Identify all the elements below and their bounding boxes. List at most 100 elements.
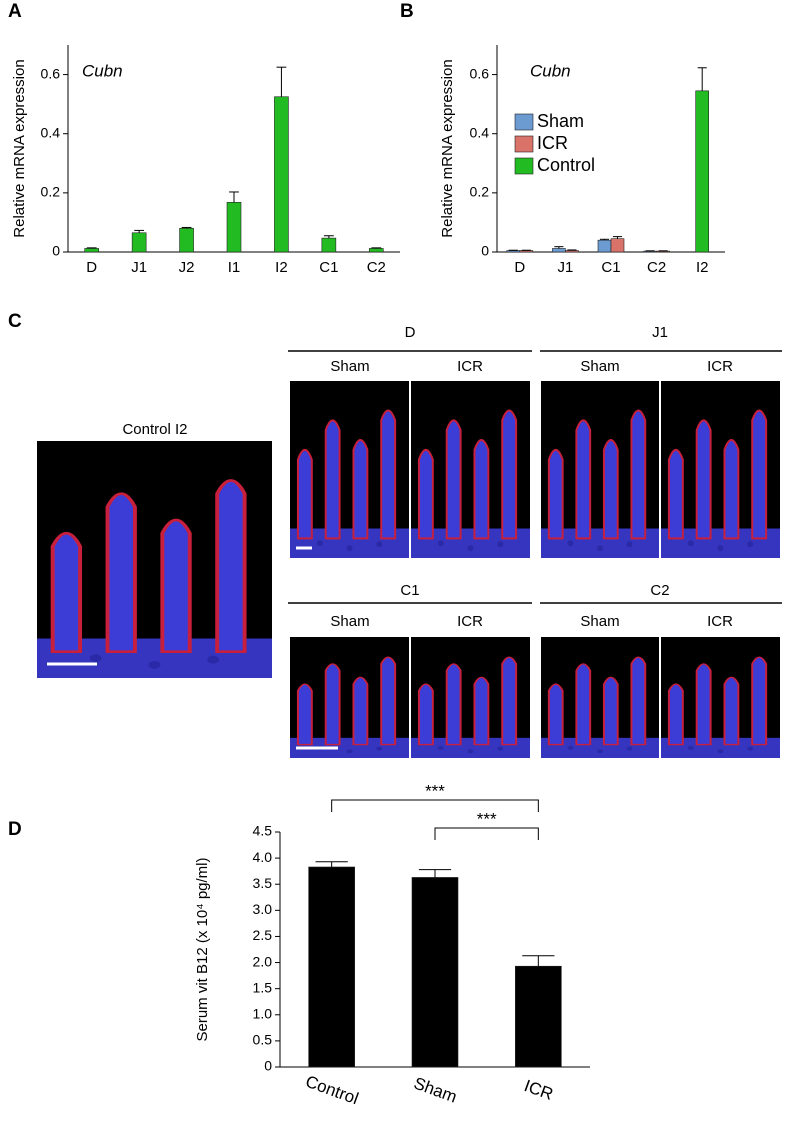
y-tick-label: 4.5 [253, 823, 273, 839]
y-tick-label: 0.6 [41, 65, 61, 81]
y-tick-label: 3.0 [253, 901, 273, 917]
annotation: Cubn [530, 61, 571, 80]
legend-label: Control [537, 155, 595, 175]
x-tick-label: D [86, 259, 97, 276]
micrograph [37, 441, 272, 678]
bar [85, 248, 99, 252]
column-label: Sham [330, 613, 369, 630]
bar [369, 248, 383, 252]
x-tick-label: I1 [228, 259, 241, 276]
y-tick-label: 1.0 [253, 1005, 273, 1021]
bar [412, 877, 458, 1067]
y-tick-label: 0 [264, 1058, 272, 1074]
y-tick-label: 4.0 [253, 849, 273, 865]
bar [180, 228, 194, 252]
bar [515, 966, 561, 1067]
bar [322, 238, 336, 252]
y-tick-label: 0.5 [253, 1032, 273, 1048]
x-tick-label: I2 [275, 259, 288, 276]
legend-label: Sham [537, 111, 584, 131]
x-tick-label: Control [303, 1072, 361, 1109]
error-bar [277, 67, 287, 97]
column-label: ICR [457, 358, 483, 375]
micrograph [661, 381, 780, 558]
legend-swatch [515, 136, 533, 152]
error-bar [419, 870, 451, 878]
y-tick-label: 0.2 [470, 184, 490, 200]
y-tick-label: 0 [481, 243, 489, 259]
micrograph [661, 637, 780, 758]
panel-label: C [8, 311, 22, 332]
y-tick-label: 3.5 [253, 875, 273, 891]
y-tick-label: 0 [52, 243, 60, 259]
bar [274, 97, 288, 252]
x-tick-label: J1 [557, 259, 573, 276]
panel-label: A [8, 1, 22, 22]
annotation: Cubn [82, 61, 123, 80]
group-j1: J1 Sham ICR [540, 324, 782, 558]
panel-label: B [400, 1, 414, 22]
micrograph [541, 381, 659, 558]
panel-label: D [8, 819, 22, 840]
micrograph [411, 381, 530, 558]
significance-bracket [332, 800, 539, 812]
y-tick-label: 0.4 [470, 124, 490, 140]
bar [696, 91, 709, 252]
column-label: Sham [330, 358, 369, 375]
group-title: J1 [652, 324, 668, 341]
x-tick-label: C1 [601, 259, 620, 276]
x-tick-label: C2 [647, 259, 666, 276]
error-bar [316, 862, 348, 867]
y-tick-label: 2.5 [253, 927, 273, 943]
y-tick-label: 0.6 [470, 65, 490, 81]
x-tick-label: J2 [179, 259, 195, 276]
column-label: ICR [707, 613, 733, 630]
y-tick-label: 2.0 [253, 953, 273, 969]
y-tick-label: 1.5 [253, 979, 273, 995]
x-tick-label: I2 [696, 259, 709, 276]
x-tick-label: Sham [411, 1074, 459, 1107]
y-axis-label: Relative mRNA expression [11, 59, 28, 237]
legend-label: ICR [537, 133, 568, 153]
y-tick-label: 0.4 [41, 124, 61, 140]
bar-chart: D Serum vit B12 (x 10⁴ pg/ml) 0 0.5 1.0 1.5 2.… [8, 781, 590, 1108]
x-tick-label: J1 [131, 259, 147, 276]
bar [309, 867, 355, 1067]
error-bar [229, 192, 239, 202]
x-tick-label: D [514, 259, 525, 276]
micrograph [541, 637, 659, 758]
group-c1: C1 Sham ICR [288, 582, 532, 758]
legend-swatch [515, 158, 533, 174]
micrograph [290, 381, 409, 558]
column-label: ICR [707, 358, 733, 375]
bar [552, 248, 565, 252]
significance-bracket [435, 828, 538, 840]
group-title: D [405, 324, 416, 341]
error-bar [613, 237, 622, 239]
group-title: C1 [400, 582, 419, 599]
bar [520, 251, 533, 252]
bar [598, 240, 611, 252]
bar [565, 251, 578, 252]
micrograph [290, 637, 409, 758]
significance-label: *** [425, 781, 445, 800]
column-label: ICR [457, 613, 483, 630]
group-title: C2 [650, 582, 669, 599]
bar [227, 202, 241, 252]
significance-label: *** [477, 809, 497, 828]
bar [132, 233, 146, 252]
y-axis-label: Serum vit B12 (x 10⁴ pg/ml) [194, 857, 211, 1041]
column-label: Sham [580, 613, 619, 630]
bar [507, 251, 520, 252]
error-bar [324, 236, 334, 238]
error-bar [522, 956, 554, 966]
legend-swatch [515, 114, 533, 130]
x-tick-label: ICR [522, 1076, 556, 1104]
x-tick-label: C1 [319, 259, 338, 276]
micrograph [411, 637, 530, 758]
bar [611, 239, 624, 252]
error-bar [698, 68, 707, 91]
x-tick-label: C2 [367, 259, 386, 276]
